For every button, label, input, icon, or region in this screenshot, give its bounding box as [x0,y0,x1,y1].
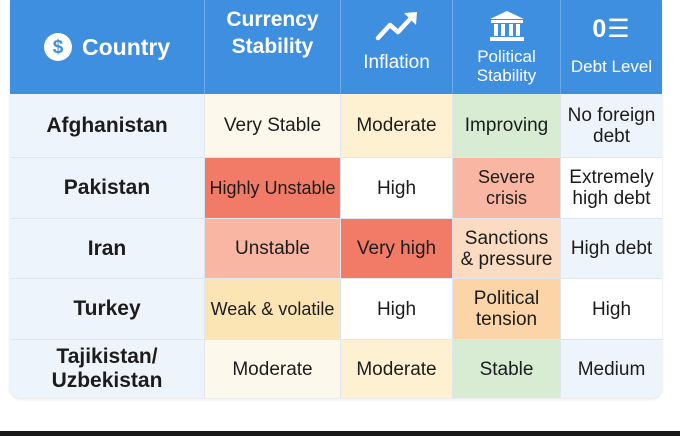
debt-cell: High debt [561,219,662,278]
inflation-cell: High [341,279,453,339]
inflation-cell: Moderate [341,340,453,398]
header-political-label: Political Stability [476,47,537,85]
header-inflation-label: Inflation [363,52,430,73]
debt-level-icon: 0☰ [592,15,631,43]
inflation-cell: Very high [341,219,453,278]
header-political-stability: Political Stability [453,0,561,94]
bottom-divider [0,431,680,436]
debt-cell: Medium [561,340,662,398]
table-row: Pakistan Highly Unstable High Severe cri… [10,158,662,219]
country-cell: Iran [10,219,205,278]
political-cell: Stable [453,340,561,398]
inflation-cell: High [341,158,453,218]
table-row: Iran Unstable Very high Sanctions & pres… [10,219,662,279]
debt-cell: No foreign debt [561,94,662,157]
currency-cell: Weak & volatile [205,279,341,339]
header-country-label: Country [82,33,171,60]
political-cell: Severe crisis [453,158,561,218]
comparison-table: $ Country Currency Stability Inflation P… [10,0,662,398]
table-row: Afghanistan Very Stable Moderate Improvi… [10,94,662,158]
political-cell: Sanctions & pressure [453,219,561,278]
table-header: $ Country Currency Stability Inflation P… [10,0,662,94]
country-cell: Afghanistan [10,94,205,157]
debt-cell: High [561,279,662,339]
currency-cell: Highly Unstable [205,158,341,218]
header-debt-label: Debt Level [570,57,653,76]
header-country: $ Country [10,0,205,94]
government-building-icon [489,11,524,41]
trend-up-arrow-icon [375,12,417,41]
debt-cell: Extremely high debt [561,158,662,218]
country-cell: Tajikistan/ Uzbekistan [10,340,205,398]
table-row: Tajikistan/ Uzbekistan Moderate Moderate… [10,340,662,398]
political-cell: Political tension [453,279,561,339]
header-inflation: Inflation [341,0,453,94]
country-cell: Pakistan [10,158,205,218]
inflation-cell: Moderate [341,94,453,157]
table-row: Turkey Weak & volatile High Political te… [10,279,662,340]
dollar-coin-icon: $ [44,33,72,61]
currency-cell: Very Stable [205,94,341,157]
currency-cell: Unstable [205,219,341,278]
currency-cell: Moderate [205,340,341,398]
country-cell: Turkey [10,279,205,339]
political-cell: Improving [453,94,561,157]
header-debt-level: 0☰ Debt Level [561,0,662,94]
header-currency-stability: Currency Stability [205,0,341,94]
